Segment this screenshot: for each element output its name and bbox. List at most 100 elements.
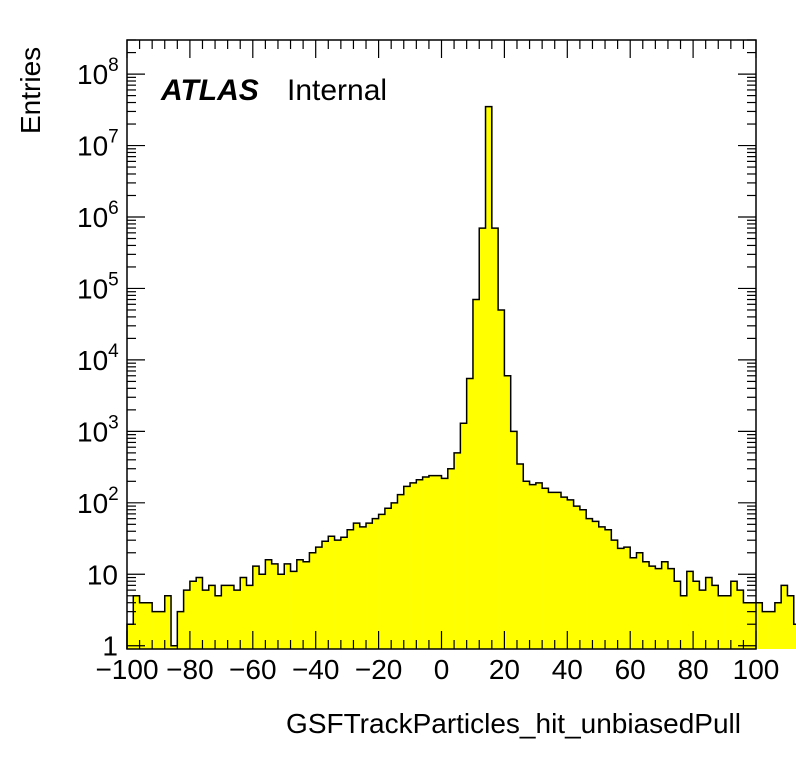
histogram-bin	[504, 375, 511, 649]
histogram-bin	[391, 502, 398, 649]
y-tick-label: 102	[77, 484, 119, 519]
histogram-bin	[749, 602, 757, 649]
histogram-bin	[152, 611, 159, 649]
x-tick-label: −100	[95, 654, 158, 685]
histogram-bin	[479, 228, 486, 650]
histogram-bin	[567, 499, 574, 649]
histogram-bin	[510, 431, 518, 649]
histogram-bin	[290, 571, 298, 649]
histogram-bin	[340, 537, 348, 649]
histogram-bin	[284, 563, 291, 649]
histogram-bin	[189, 581, 197, 649]
histogram-bin	[793, 624, 796, 649]
histogram-bin	[183, 590, 191, 649]
y-tick-label: 10	[87, 559, 118, 590]
histogram-bin	[649, 566, 656, 649]
x-tick-label: 40	[552, 654, 583, 685]
histogram-bin	[774, 602, 782, 649]
histogram-bin	[277, 574, 285, 649]
x-axis-title: GSFTrackParticles_hit_unbiasedPull	[286, 708, 741, 739]
histogram-bin	[674, 581, 681, 649]
histogram-bin	[472, 299, 480, 649]
histogram-bin	[661, 561, 669, 649]
histogram-bin	[642, 561, 650, 649]
histogram-bin	[516, 463, 524, 649]
histogram-bin	[372, 518, 379, 649]
histogram-bin	[164, 595, 172, 649]
histogram-bin	[353, 523, 361, 649]
histogram-bin	[441, 478, 449, 649]
histogram-bin	[554, 492, 562, 649]
histogram-bin	[145, 602, 153, 649]
histogram-bin	[466, 378, 474, 649]
histogram-bars	[127, 106, 796, 650]
histogram-bin	[548, 492, 556, 649]
histogram-bin	[366, 523, 373, 649]
x-tick-label: −60	[229, 654, 277, 685]
histogram-bin	[139, 602, 147, 649]
histogram-bin	[271, 563, 279, 649]
histogram-bin	[542, 488, 549, 649]
histogram-bin	[208, 585, 216, 649]
x-tick-label: 20	[489, 654, 520, 685]
histogram-bin	[768, 611, 776, 649]
histogram-bin	[724, 595, 732, 649]
x-tick-label: −80	[166, 654, 214, 685]
histogram-bin	[347, 529, 354, 649]
histogram-bin	[196, 577, 203, 649]
histogram-bin	[422, 476, 430, 649]
histogram-bin	[485, 106, 493, 649]
histogram-bin	[630, 557, 637, 649]
histogram-bin	[711, 585, 719, 649]
x-tick-label: 100	[733, 654, 780, 685]
histogram-bin	[498, 309, 505, 649]
histogram-bin	[447, 468, 455, 649]
histogram-bin	[655, 568, 662, 649]
histogram-bin	[127, 624, 134, 649]
histogram-bin	[529, 484, 537, 649]
internal-label: Internal	[287, 74, 387, 107]
histogram-bin	[454, 452, 461, 649]
histogram-bin	[435, 475, 442, 649]
histogram-bin	[781, 585, 788, 649]
histogram-bin	[334, 540, 342, 649]
histogram-bin	[240, 577, 247, 649]
histogram-bin	[460, 423, 467, 649]
histogram-bin	[296, 559, 304, 649]
histogram-bin	[158, 611, 166, 649]
histogram-bin	[535, 482, 543, 649]
histogram-bin	[259, 574, 266, 649]
histogram-bin	[737, 590, 744, 649]
histogram-bin	[428, 475, 436, 649]
y-tick-label: 107	[77, 127, 119, 162]
histogram-bin	[617, 548, 625, 649]
y-axis-title: Entries	[15, 47, 46, 134]
histogram-bin	[743, 602, 751, 649]
histogram-bin	[523, 481, 530, 649]
x-tick-label: 60	[615, 654, 646, 685]
x-tick-labels: −100 −80 −60 −40 −20 0 20 40 60 80 100	[95, 654, 779, 685]
histogram-bin	[202, 590, 210, 649]
histogram-bin	[265, 559, 272, 649]
histogram-bin	[718, 595, 725, 649]
y-tick-label: 104	[77, 341, 119, 376]
histogram-bin	[636, 552, 644, 649]
histogram-bin	[215, 595, 222, 649]
histogram-bin	[410, 482, 417, 649]
x-tick-label: −40	[292, 654, 340, 685]
y-tick-label: 103	[77, 412, 119, 447]
histogram-outline	[126, 105, 796, 649]
plot-frame	[126, 39, 757, 650]
histogram-bin	[667, 568, 675, 649]
histogram-bin	[221, 585, 228, 649]
histogram-bin	[384, 508, 392, 649]
atlas-label: ATLAS	[160, 74, 259, 107]
histogram-bin	[623, 547, 631, 649]
histogram-bin	[303, 561, 310, 649]
histogram-bin	[756, 602, 763, 649]
x-tick-label: −20	[355, 654, 403, 685]
x-tick-label: 80	[678, 654, 709, 685]
histogram-bin	[252, 566, 260, 649]
histogram-bin	[699, 590, 706, 649]
